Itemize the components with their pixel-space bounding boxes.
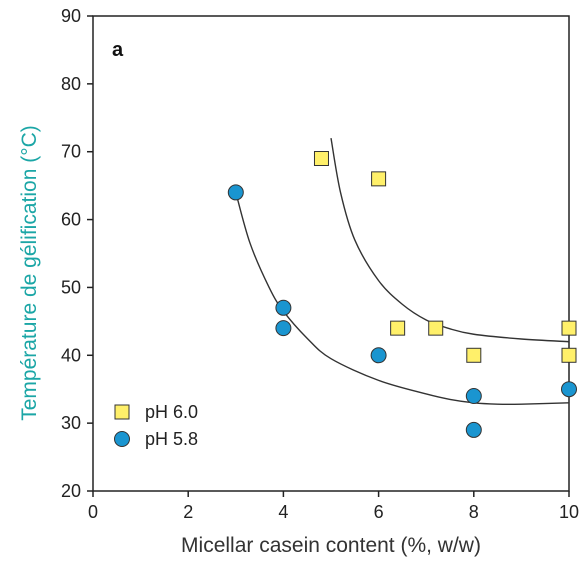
data-point-ph58 [370,347,387,364]
panel-label: a [112,39,124,61]
x-tick-label: 2 [183,502,193,522]
fit-curve-ph58 [235,192,570,406]
data-point-ph60 [466,347,482,363]
legend-label-ph58: pH 5.8 [145,429,198,449]
data-point-ph60 [313,151,329,166]
y-tick-label: 60 [61,210,81,230]
y-tick-label: 50 [61,277,81,297]
data-point-ph58 [561,381,577,398]
data-point-ph58 [275,320,292,337]
y-tick-label: 20 [61,481,81,501]
legend-marker-ph58 [114,431,130,447]
data-point-ph58 [465,421,482,438]
plot-frame [92,15,570,492]
y-tick-label: 90 [61,6,81,26]
data-point-ph60 [371,171,387,187]
data-point-ph60 [390,320,406,336]
y-tick-label: 80 [61,74,81,94]
data-point-ph58 [275,299,292,316]
data-point-ph60 [561,320,577,336]
data-point-ph60 [561,347,577,363]
y-tick-label: 40 [61,345,81,365]
y-axis-title: Température de gélification (°C) [18,125,41,421]
data-point-ph58 [227,184,244,201]
data-point-ph58 [465,388,482,404]
legend-label-ph60: pH 6.0 [145,402,198,422]
legend-marker-ph60 [114,404,130,420]
y-tick-label: 30 [61,413,81,433]
x-axis-title: Micellar casein content (%, w/w) [181,534,481,557]
y-tick-label: 70 [61,142,81,162]
x-tick-label: 0 [88,502,98,522]
x-tick-label: 4 [278,502,288,522]
x-tick-label: 6 [374,502,384,522]
data-point-ph60 [428,320,444,336]
fit-curve-ph60 [330,138,570,343]
x-tick-label: 8 [469,502,479,522]
x-tick-label: 10 [559,502,579,522]
